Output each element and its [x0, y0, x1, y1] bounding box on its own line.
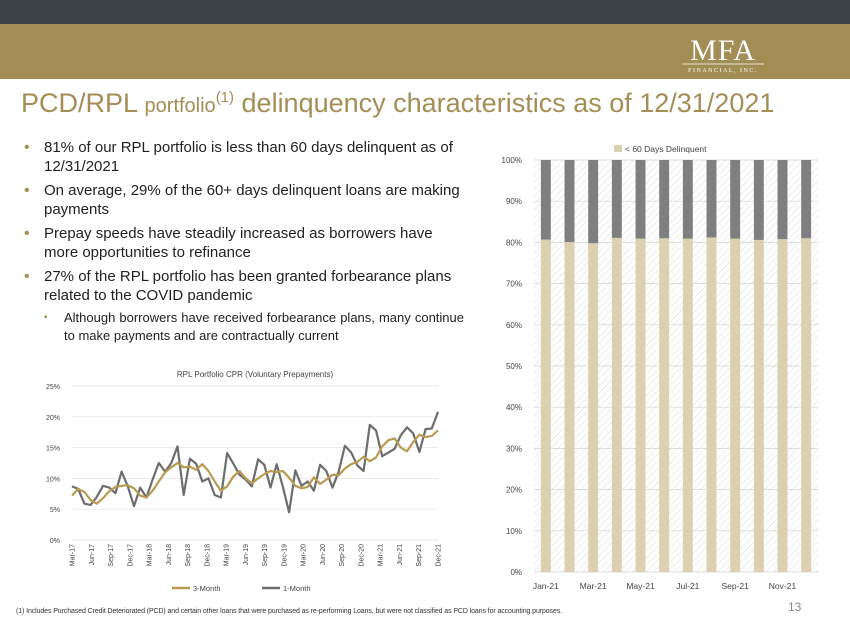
bar-segment: [777, 160, 788, 240]
x-tick-label: Mar-18: [147, 544, 154, 566]
legend-swatch: [614, 145, 622, 152]
x-tick-label: Mar-19: [224, 544, 231, 566]
y-tick-label: 30%: [506, 444, 522, 453]
x-tick-label: Sep-21: [416, 544, 423, 567]
y-tick-label: 60%: [506, 321, 522, 330]
y-tick-label: 80%: [506, 238, 522, 247]
logo-subtext: FINANCIAL, INC.: [688, 68, 758, 74]
bar-segment: [635, 238, 646, 572]
y-tick-label: 5%: [50, 507, 60, 514]
bar-segment: [682, 238, 693, 572]
x-tick-label: Sep-19: [262, 544, 269, 567]
x-tick-label: Dec-19: [281, 544, 288, 567]
bar-segment: [682, 160, 693, 239]
bullet-item: 27% of the RPL portfolio has been grante…: [24, 267, 464, 305]
legend-label: 3-Month: [193, 584, 221, 593]
bar-segment: [753, 239, 764, 572]
series-line-1-month: [71, 411, 440, 514]
bar-segment: [611, 237, 622, 573]
bullet-item: On average, 29% of the 60+ days delinque…: [24, 181, 464, 219]
x-tick-label: Jan-21: [533, 581, 559, 591]
y-tick-label: 100%: [502, 156, 522, 165]
x-tick-label: Jul-21: [676, 581, 699, 591]
title-part2: portfolio: [144, 95, 216, 117]
sub-bullet-item: Although borrowers have received forbear…: [24, 309, 464, 345]
x-tick-label: Mar-21: [580, 581, 607, 591]
x-tick-label: May-21: [626, 581, 655, 591]
y-tick-label: 0%: [50, 538, 60, 545]
bar-segment: [540, 160, 551, 240]
y-tick-label: 0%: [510, 568, 522, 577]
bar-segment: [801, 160, 812, 239]
bar-segment: [730, 238, 741, 572]
bar-segment: [540, 239, 551, 572]
page-title: PCD/RPL portfolio(1) delinquency charact…: [21, 88, 774, 119]
x-tick-label: Jun-18: [166, 544, 173, 566]
bar-segment: [564, 160, 575, 242]
y-tick-label: 20%: [46, 415, 60, 422]
y-tick-label: 15%: [46, 446, 60, 453]
bar-segment: [706, 237, 717, 572]
legend-label: 1-Month: [283, 584, 311, 593]
x-tick-label: Dec-21: [436, 544, 443, 567]
y-tick-label: 25%: [46, 384, 60, 391]
x-tick-label: Dec-17: [127, 544, 134, 567]
x-tick-label: Sep-18: [185, 544, 192, 567]
bullet-list: 81% of our RPL portfolio is less than 60…: [24, 138, 464, 350]
x-tick-label: Jun-19: [243, 544, 250, 566]
header-band: [0, 24, 850, 79]
page-number: 13: [788, 600, 802, 614]
x-tick-label: Sep-21: [721, 581, 749, 591]
top-dark-bar: [0, 0, 850, 24]
bar-segment: [588, 243, 599, 572]
y-tick-label: 70%: [506, 280, 522, 289]
x-tick-label: Nov-21: [769, 581, 797, 591]
bar-segment: [730, 160, 741, 239]
x-tick-label: Sep-17: [108, 544, 115, 567]
cpr-line-chart: RPL Portfolio CPR (Voluntary Prepayments…: [46, 370, 443, 593]
bar-segment: [801, 238, 812, 572]
bar-segment: [659, 238, 670, 572]
bar-segment: [706, 160, 717, 238]
x-tick-label: Jun-21: [397, 544, 404, 566]
title-part3: delinquency characteristics as of 12/31/…: [234, 88, 775, 118]
chart-title: RPL Portfolio CPR (Voluntary Prepayments…: [177, 370, 334, 379]
bar-segment: [659, 160, 670, 239]
x-tick-label: Jun-17: [89, 544, 96, 566]
y-tick-label: 50%: [506, 362, 522, 371]
bar-segment: [635, 160, 646, 239]
title-part1: PCD/RPL: [21, 88, 145, 118]
x-tick-label: Jun-20: [320, 544, 327, 566]
bar-segment: [588, 160, 599, 244]
series-line-3-month: [71, 429, 439, 505]
y-tick-label: 40%: [506, 403, 522, 412]
y-tick-label: 10%: [46, 476, 60, 483]
title-footnote-ref: (1): [215, 89, 235, 106]
legend-label: < 60 Days Delinquent: [625, 144, 707, 154]
y-tick-label: 90%: [506, 197, 522, 206]
x-tick-label: Dec-18: [204, 544, 211, 567]
bar-segment: [753, 160, 764, 240]
x-tick-label: Mar-21: [378, 544, 385, 566]
x-tick-label: Dec-20: [358, 544, 365, 567]
mfa-logo: MFA FINANCIAL, INC.: [682, 34, 764, 74]
y-tick-label: 20%: [506, 486, 522, 495]
logo-text: MFA: [690, 34, 756, 67]
bar-segment: [564, 241, 575, 572]
bar-segment: [611, 160, 622, 238]
bullet-item: Prepay speeds have steadily increased as…: [24, 224, 464, 262]
footnote: (1) Includes Purchased Credit Deteriorat…: [16, 608, 562, 615]
bar-segment: [777, 239, 788, 572]
y-tick-label: 10%: [506, 527, 522, 536]
x-tick-label: Sep-20: [339, 544, 346, 567]
delinquency-bar-chart: 0% 10% 20% 30% 40% 50% 60% 70% 80% 90% 100% Jan-21 M…: [502, 144, 818, 591]
x-tick-label: Mar-20: [301, 544, 308, 566]
x-tick-label: Mar-17: [70, 544, 77, 566]
bullet-item: 81% of our RPL portfolio is less than 60…: [24, 138, 464, 176]
